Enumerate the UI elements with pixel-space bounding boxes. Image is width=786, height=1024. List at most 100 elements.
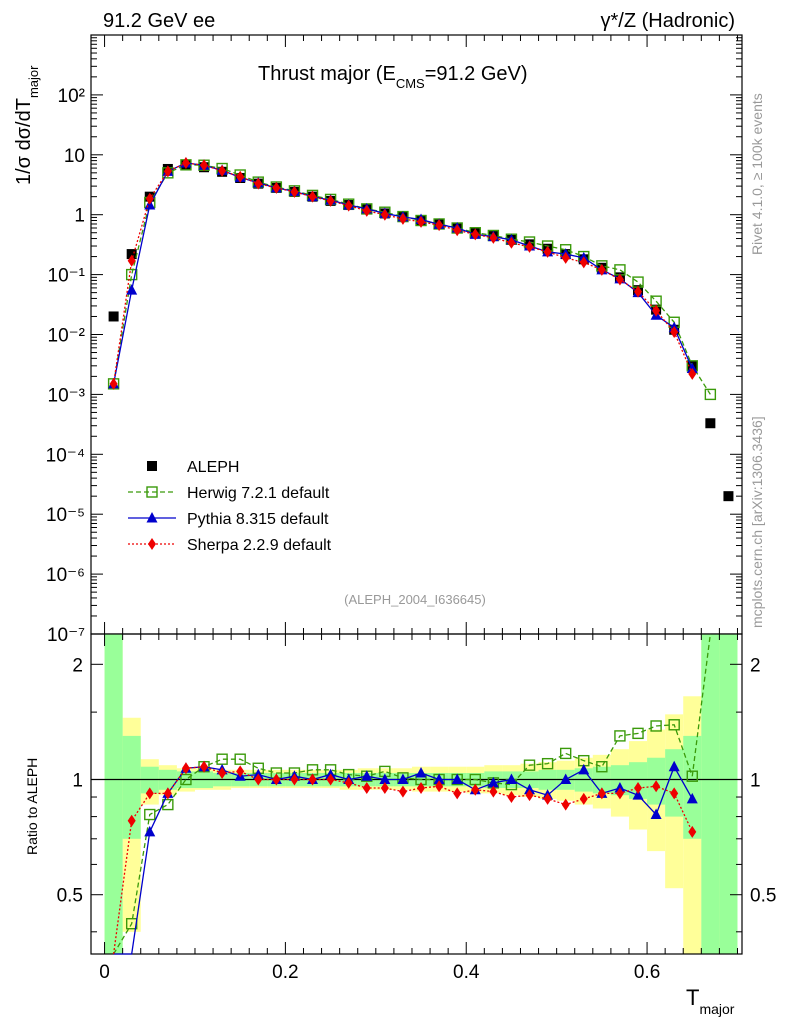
ratio-y-tick-label-left: 0.5 [57, 886, 83, 907]
ratio-point [451, 773, 463, 785]
ratio-point [415, 766, 427, 778]
data-point [272, 181, 281, 194]
data-point [362, 204, 371, 217]
data-point [435, 219, 444, 232]
y-tick-label: 10² [58, 86, 85, 107]
ratio-axes: 0.5 0.5 1 1 2 2 0 0.2 0.4 0.6 [57, 633, 776, 983]
green-band-bin [104, 634, 123, 954]
ratio-series-line [113, 633, 711, 955]
ratio-point [686, 792, 698, 804]
ratio-point [163, 787, 172, 800]
x-tick-label: 0.4 [453, 962, 480, 983]
ratio-point [254, 773, 263, 786]
y-tick-label: 10⁻³ [48, 385, 86, 406]
x-tick-label: 0 [99, 962, 110, 983]
data-point [218, 164, 227, 177]
data-point [127, 254, 136, 267]
ratio-point [579, 792, 588, 805]
main-panel: 10⁻⁷ 10⁻⁶ 10⁻⁵ 10⁻⁴ 10⁻³ 10⁻² 10⁻¹ 1 10 10² Thrus… [13, 34, 743, 646]
x-axis-label: Tmajor [686, 985, 735, 1017]
data-point [163, 165, 172, 178]
data-point [109, 377, 118, 390]
data-point [525, 240, 534, 253]
data-point [615, 273, 624, 286]
y-axis-label-sub: major [26, 65, 41, 98]
y-tick-label: 10⁻⁴ [46, 445, 85, 466]
ratio-point [596, 761, 608, 773]
y-tick-label: 10⁻⁵ [46, 505, 85, 526]
data-point [704, 388, 717, 401]
ratio-point [650, 808, 662, 820]
y-axis-label: 1/σ dσ/dTmajor [13, 65, 41, 185]
ratio-point [668, 719, 680, 731]
ratio-point [524, 783, 536, 795]
data-point [108, 311, 119, 322]
ratio-point [688, 825, 697, 838]
ratio-frame [90, 633, 743, 955]
y-tick-label: 10⁻¹ [48, 266, 86, 287]
ratio-point [559, 747, 572, 760]
ratio-point [144, 825, 156, 837]
ratio-y-tick-label-left: 1 [72, 771, 83, 792]
data-point [561, 251, 570, 264]
y-tick-label: 10 [64, 146, 85, 167]
ratio-point [560, 773, 572, 785]
y-tick-label: 10⁻⁶ [46, 565, 85, 586]
chart-title-main: Thrust major (E [258, 63, 396, 85]
ratio-point [668, 760, 680, 772]
data-point [507, 236, 516, 249]
legend-marker [146, 486, 158, 498]
ratio-point [218, 766, 227, 779]
ratio-point [614, 782, 626, 793]
data-point [543, 245, 552, 258]
ratio-point [489, 785, 498, 798]
x-tick-label: 0.6 [634, 962, 660, 983]
ratio-y-axis-label: Ratio to ALEPH [24, 758, 40, 855]
legend-label: Herwig 7.2.1 default [187, 485, 330, 502]
green-band-bin [610, 765, 629, 796]
ratio-point [507, 791, 516, 804]
data-point [200, 159, 209, 172]
source-label: mcplots.cern.ch [arXiv:1306.3436] [749, 416, 765, 628]
ratio-data-marks [112, 633, 711, 955]
ratio-y-tick-label-left: 2 [72, 655, 83, 676]
y-axis-label-main: 1/σ dσ/dT [13, 98, 35, 185]
series-0 [108, 159, 734, 502]
legend-marker [148, 538, 156, 550]
data-point [326, 194, 335, 207]
legend-marker [147, 461, 157, 471]
ratio-point [686, 770, 698, 782]
ratio-point [525, 789, 534, 802]
x-tick-label: 0.2 [272, 962, 298, 983]
ratio-point [181, 762, 190, 775]
series-line [112, 162, 693, 384]
ratio-point [290, 773, 299, 786]
series-2 [108, 156, 698, 389]
ratio-point [326, 773, 335, 786]
data-point [254, 177, 263, 190]
ratio-point [397, 773, 409, 785]
legend-label: Sherpa 2.2.9 default [187, 537, 332, 554]
ratio-point [471, 783, 480, 796]
ratio-point [615, 787, 624, 800]
ratio-point [236, 765, 245, 778]
header-left: 91.2 GeV ee [103, 10, 215, 32]
data-point [344, 199, 353, 212]
green-band-bin [122, 735, 141, 839]
ratio-point [632, 789, 644, 800]
data-point [236, 170, 245, 183]
ratio-panel: 0.5 0.5 1 1 2 2 0 0.2 0.4 0.6 Ratio to ALEPH Tmaj… [24, 633, 776, 1017]
data-point [705, 418, 716, 429]
legend-label: ALEPH [187, 459, 239, 476]
ratio-point [505, 773, 517, 785]
ratio-point [417, 782, 426, 795]
series-3 [109, 156, 697, 390]
ratio-point [453, 787, 462, 800]
data-point [686, 362, 698, 374]
ratio-point [435, 780, 444, 793]
main-axes: 10⁻⁷ 10⁻⁶ 10⁻⁵ 10⁻⁴ 10⁻³ 10⁻² 10⁻¹ 1 10 10² [46, 34, 743, 646]
ratio-point [597, 787, 606, 800]
y-tick-label: 10⁻⁷ [47, 625, 85, 646]
data-point [489, 231, 498, 244]
